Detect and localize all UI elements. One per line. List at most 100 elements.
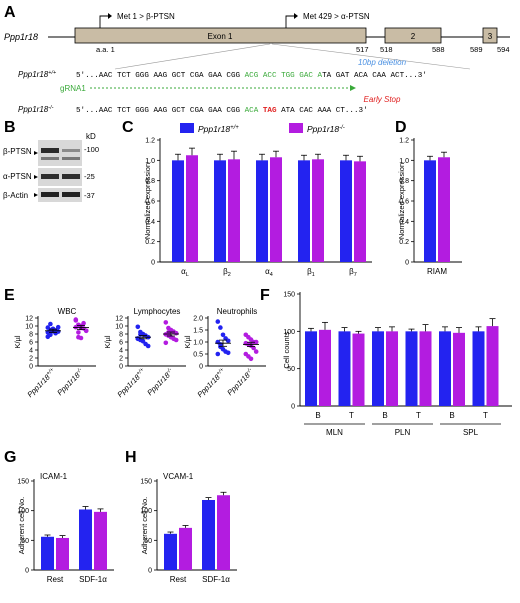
chart-e2-point — [135, 324, 141, 330]
chart-g-bar — [94, 511, 107, 570]
pos-589: 589 — [470, 45, 483, 54]
chart-c-bar — [270, 157, 282, 262]
exon-3 — [482, 27, 498, 44]
chart-g-bar — [56, 537, 69, 570]
band-beta-ko — [62, 149, 80, 152]
chart-g-ytick-label: 0 — [25, 568, 29, 575]
chart-e2-point — [163, 340, 169, 346]
chart-e1-title: WBC — [58, 307, 77, 316]
chart-c-ytick-label: 1.2 — [145, 138, 155, 145]
chart-f-bar — [338, 331, 351, 406]
chart-f-ytick-label: 50 — [287, 366, 295, 373]
chart-c-xtick-label: α4 — [265, 267, 273, 278]
chart-e1-group-label: Ppp1r18+/+ — [25, 366, 58, 399]
chart-c-ytick-label: 0.8 — [145, 178, 155, 185]
grna-arrowhead — [350, 85, 356, 91]
chart-f-bar — [439, 331, 451, 406]
chart-e2-point — [145, 343, 151, 349]
chart-e3-point — [215, 351, 221, 357]
chart-e3-point — [248, 356, 254, 362]
chart-c-ytick-label: 0 — [151, 260, 155, 267]
chart-e1-ytick-label: 8 — [29, 332, 33, 339]
panel-label-d: D — [395, 119, 407, 136]
chart-c-ylabel: Normalized expression — [143, 163, 152, 239]
ko-seq-stop: TAG — [263, 107, 277, 115]
pos-517: 517 — [356, 45, 369, 54]
chart-f-xtick-label: B — [449, 411, 454, 420]
chart-e2-title: Lymphocytes — [134, 307, 181, 316]
chart-f-bar — [486, 326, 499, 406]
legend-ko: Ppp1r18-/- — [307, 124, 345, 134]
chart-h-ylabel: Adherent cell No. — [140, 497, 149, 555]
chart-h-ytick-label: 0 — [148, 568, 152, 575]
chart-d-ytick-label: 0.8 — [399, 178, 409, 185]
chart-e3-point — [218, 325, 223, 330]
kd-label: kD — [86, 132, 96, 141]
chart-f-bar — [352, 333, 365, 406]
chart-f-ytick-label: 150 — [283, 292, 295, 299]
deletion-label: 10bp deletion — [358, 58, 407, 67]
chart-e2-ylabel: K/µl — [103, 335, 112, 348]
wt-seq-part1: 5'...AAC TCT GGG AAG GCT CGA GAA CGG — [76, 72, 245, 80]
chart-h-bar — [217, 495, 230, 570]
chart-f-xtick-label: T — [416, 411, 421, 420]
chart-c-ytick-label: 0.2 — [145, 239, 155, 246]
chart-c-ytick-label: 0.6 — [145, 199, 155, 206]
chart-e3-point — [215, 319, 221, 324]
met429-arrowhead — [294, 13, 298, 19]
zoom-line-left — [114, 43, 271, 70]
ko-sequence: 5'...AAC TCT GGG AAG GCT CGA GAA CGG ACA… — [76, 107, 368, 115]
chart-d-ytick-label: 0.4 — [399, 219, 409, 226]
chart-e1-ytick-label: 2 — [29, 356, 33, 363]
chart-e2-group-label: Ppp1r18-/- — [145, 367, 175, 397]
chart-c-xtick-label: β2 — [223, 267, 231, 278]
chart-e1-point — [83, 328, 89, 334]
chart-g-xtick-label: Rest — [47, 575, 64, 584]
chart-d-ytick-label: 1.0 — [399, 158, 409, 165]
pos-518: 518 — [380, 45, 393, 54]
exon-3-label: 3 — [488, 32, 493, 41]
panel-label-c: C — [122, 119, 134, 136]
panel-label-e: E — [4, 287, 15, 304]
chart-h-bar — [164, 533, 177, 570]
chart-c-bar — [312, 159, 324, 262]
band-beta-ko-2 — [62, 157, 80, 160]
chart-e1-ylabel: K/µl — [13, 335, 22, 348]
met1-arrow — [99, 15, 110, 28]
exon-2 — [384, 27, 442, 44]
band-beta-wt — [41, 148, 59, 153]
chart-c-bar — [172, 160, 184, 262]
blot-label-actin: β-Actin — [3, 191, 28, 200]
chart-e3-ylabel: K/µl — [183, 335, 192, 348]
zoom-line-right — [271, 43, 471, 70]
chart-e1-point — [73, 317, 79, 322]
chart-d-ytick-label: 0 — [405, 260, 409, 267]
chart-e3-ytick-label: 1.0 — [193, 340, 203, 347]
wt-seq-part3: TA GAT ACA CAA ACT...3' — [322, 72, 427, 80]
chart-g-bar — [41, 536, 54, 570]
chart-f-xtick-label: T — [349, 411, 354, 420]
panel-label-g: G — [4, 449, 16, 466]
chart-e3-point — [220, 332, 226, 338]
chart-e1-point — [76, 330, 81, 335]
exon-1-label: Exon 1 — [208, 32, 233, 41]
chart-f-xtick-label: B — [315, 411, 320, 420]
chart-f-bar — [419, 331, 432, 406]
chart-c-ytick-label: 0.4 — [145, 219, 155, 226]
chart-e3-point — [225, 350, 231, 356]
marker-37: -37 — [84, 191, 95, 200]
chart-c-bar — [298, 160, 310, 262]
chart-h-bar — [202, 499, 215, 570]
chart-e3-ytick-label: 0.5 — [193, 352, 203, 359]
chart-e1-ytick-label: 12 — [25, 316, 33, 323]
chart-e3-point — [253, 349, 259, 354]
chart-f-bar — [405, 331, 418, 406]
chart-e3-point — [225, 338, 231, 344]
panel-label-b: B — [4, 119, 16, 136]
chart-e3-ytick-label: 2.0 — [193, 316, 203, 323]
blot-label-beta: β-PTSN — [3, 147, 32, 156]
blot-arrow-actin — [34, 193, 38, 197]
chart-d-ytick-label: 1.2 — [399, 138, 409, 145]
chart-c-xtick-label: β7 — [349, 267, 357, 278]
blot-arrow-alpha — [34, 175, 38, 179]
